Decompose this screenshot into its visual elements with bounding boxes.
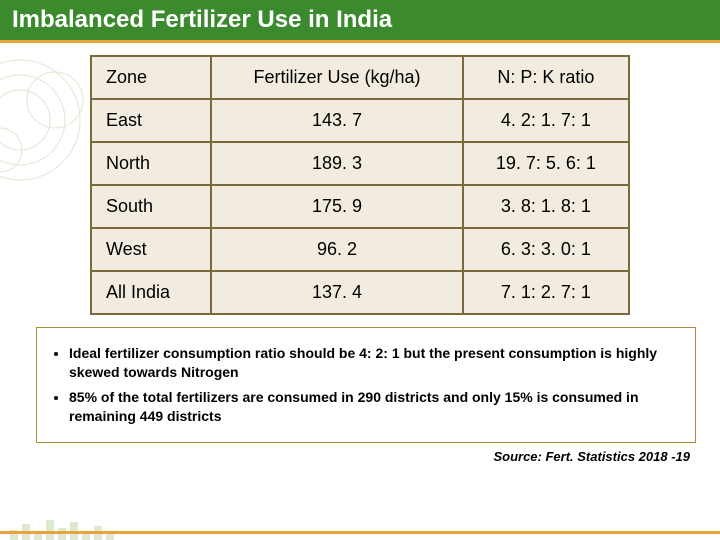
col-header-ratio: N: P: K ratio [463,56,629,99]
cell-use: 143. 7 [211,99,463,142]
fertilizer-table: Zone Fertilizer Use (kg/ha) N: P: K rati… [90,55,630,315]
table-row: South 175. 9 3. 8: 1. 8: 1 [91,185,629,228]
page-title: Imbalanced Fertilizer Use in India [12,6,392,33]
cell-use: 175. 9 [211,185,463,228]
col-header-zone: Zone [91,56,211,99]
page-title-bar: Imbalanced Fertilizer Use in India [0,0,720,43]
cell-use: 96. 2 [211,228,463,271]
notes-box: Ideal fertilizer consumption ratio shoul… [36,327,696,443]
note-item: 85% of the total fertilizers are consume… [69,388,681,426]
footer-accent-line [0,531,720,534]
table-header-row: Zone Fertilizer Use (kg/ha) N: P: K rati… [91,56,629,99]
source-citation: Source: Fert. Statistics 2018 -19 [0,443,720,464]
table-body: East 143. 7 4. 2: 1. 7: 1 North 189. 3 1… [91,99,629,314]
table-row: West 96. 2 6. 3: 3. 0: 1 [91,228,629,271]
notes-list: Ideal fertilizer consumption ratio shoul… [51,344,681,426]
cell-ratio: 19. 7: 5. 6: 1 [463,142,629,185]
cell-zone: West [91,228,211,271]
cell-ratio: 4. 2: 1. 7: 1 [463,99,629,142]
cell-zone: East [91,99,211,142]
cell-use: 189. 3 [211,142,463,185]
cell-ratio: 6. 3: 3. 0: 1 [463,228,629,271]
table-row: North 189. 3 19. 7: 5. 6: 1 [91,142,629,185]
cell-zone: All India [91,271,211,314]
note-item: Ideal fertilizer consumption ratio shoul… [69,344,681,382]
cell-ratio: 3. 8: 1. 8: 1 [463,185,629,228]
cell-zone: North [91,142,211,185]
cell-zone: South [91,185,211,228]
cell-use: 137. 4 [211,271,463,314]
cell-ratio: 7. 1: 2. 7: 1 [463,271,629,314]
col-header-use: Fertilizer Use (kg/ha) [211,56,463,99]
main-content: Zone Fertilizer Use (kg/ha) N: P: K rati… [0,43,720,315]
table-row: East 143. 7 4. 2: 1. 7: 1 [91,99,629,142]
decorative-bars [0,510,200,540]
table-row: All India 137. 4 7. 1: 2. 7: 1 [91,271,629,314]
